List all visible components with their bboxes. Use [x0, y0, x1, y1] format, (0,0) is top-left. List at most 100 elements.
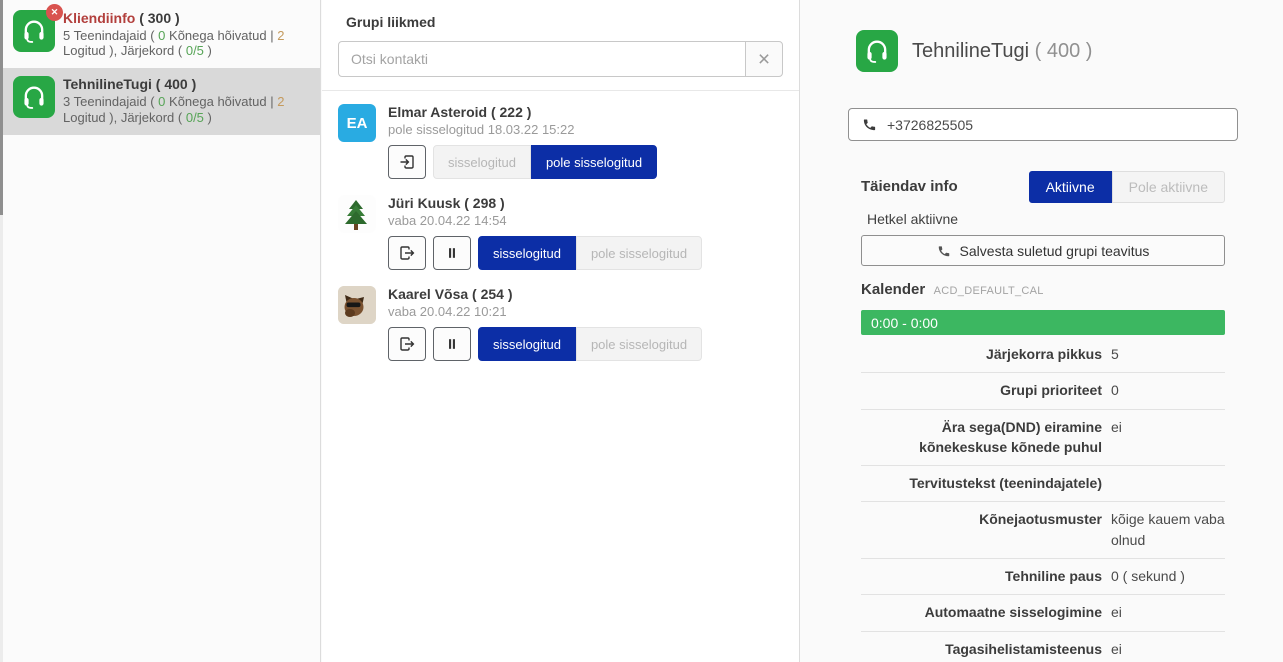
calendar-label: Kalender — [861, 281, 926, 298]
member-row-elmar: EA Elmar Asteroid ( 222 ) pole sisselogi… — [322, 91, 799, 182]
member-name: Elmar Asteroid ( 222 ) — [388, 104, 532, 120]
additional-info-label: Täiendav info — [861, 178, 958, 195]
inactive-button[interactable]: Pole aktiivne — [1111, 171, 1225, 203]
login-state-group: sisselogitud pole sisselogitud — [433, 145, 658, 179]
queue-phone-field[interactable]: +3726825505 — [848, 108, 1238, 141]
member-actions: sisselogitud pole sisselogitud — [388, 327, 703, 361]
queue-fill: 0/5 — [185, 109, 204, 125]
logged-in-button[interactable]: sisselogitud — [478, 327, 576, 361]
queue-number: ( 300 ) — [135, 10, 180, 26]
member-status: vaba 20.04.22 14:54 — [388, 213, 507, 228]
active-button[interactable]: Aktiivne — [1028, 171, 1112, 203]
queue-stats: 5 Teenindajaid ( 0 Kõnega hõivatud | 2 L… — [63, 27, 289, 59]
calendar-slot-time: 0:00 - 0:00 — [871, 314, 938, 331]
sign-out-icon — [400, 337, 415, 351]
save-closed-group-notice-button[interactable]: Salvesta suletud grupi teavitus — [861, 235, 1225, 266]
queue-error-badge-icon: ✕ — [46, 4, 63, 21]
avatar: EA — [338, 104, 376, 142]
queue-details-panel: TehnilineTugi ( 400 ) +3726825505 Täiend… — [801, 0, 1283, 662]
avatar — [338, 286, 376, 324]
avatar — [338, 195, 376, 233]
queue-item-text: Kliendiinfo ( 300 ) 5 Teenindajaid ( 0 K… — [63, 10, 316, 59]
logged-in-button[interactable]: sisselogitud — [478, 236, 576, 270]
member-body: Jüri Kuusk ( 298 ) vaba 20.04.22 14:54 — [388, 195, 703, 270]
busy-count: 0 — [158, 93, 166, 109]
member-body: Elmar Asteroid ( 222 ) pole sisselogitud… — [388, 104, 658, 179]
member-name: Jüri Kuusk ( 298 ) — [388, 195, 505, 211]
member-actions: sisselogitud pole sisselogitud — [388, 145, 658, 179]
queue-title: TehnilineTugi ( 400 ) — [63, 76, 316, 94]
setting-row-dnd-override: Ära sega(DND) eiramine kõnekeskuse kõned… — [861, 410, 1225, 467]
calendar-slot-bar[interactable]: 0:00 - 0:00 — [861, 310, 1225, 335]
save-button-label: Salvesta suletud grupi teavitus — [959, 242, 1150, 259]
current-state-text: Hetkel aktiivne — [867, 211, 959, 227]
setting-row-call-distribution: Kõnejaotusmuster kõige kauem vaba olnud — [861, 502, 1225, 560]
queue-name: Kliendiinfo — [63, 10, 136, 26]
calendar-row: Kalender ACD_DEFAULT_CAL — [861, 281, 1225, 299]
tree-avatar-image — [338, 195, 376, 233]
setting-row-callback-service: Tagasihelistamisteenus ei — [861, 632, 1225, 662]
not-logged-in-button[interactable]: pole sisselogitud — [530, 145, 658, 179]
dog-avatar-image — [338, 286, 376, 324]
clear-search-button[interactable]: × — [745, 41, 783, 77]
not-logged-in-button[interactable]: pole sisselogitud — [575, 236, 703, 270]
setting-row-auto-login: Automaatne sisselogimine ei — [861, 595, 1225, 632]
queue-number: ( 400 ) — [1029, 39, 1093, 62]
search-input[interactable] — [338, 41, 746, 77]
contact-search-group: × — [338, 41, 783, 77]
not-logged-in-button[interactable]: pole sisselogitud — [575, 327, 703, 361]
pause-icon — [449, 248, 455, 258]
calendar-name: ACD_DEFAULT_CAL — [933, 285, 1044, 297]
member-row-jyri: Jüri Kuusk ( 298 ) vaba 20.04.22 14:54 — [322, 182, 799, 273]
logged-count: 2 — [277, 27, 285, 43]
members-panel-title: Grupi liikmed — [346, 14, 436, 30]
member-name: Kaarel Võsa ( 254 ) — [388, 286, 513, 302]
setting-row-queue-length: Järjekorra pikkus 5 — [861, 337, 1225, 374]
member-row-kaarel: Kaarel Võsa ( 254 ) vaba 20.04.22 10:21 — [322, 273, 799, 364]
left-scrollbar[interactable] — [0, 0, 3, 662]
member-actions: sisselogitud pole sisselogitud — [388, 236, 703, 270]
member-status: pole sisselogitud 18.03.22 15:22 — [388, 122, 575, 137]
queue-name: TehnilineTugi — [912, 39, 1030, 62]
queue-name: TehnilineTugi — [63, 76, 152, 93]
logged-count: 2 — [277, 93, 285, 109]
additional-info-row: Täiendav info Aktiivne Pole aktiivne — [861, 171, 1225, 203]
setting-row-technical-pause: Tehniline paus 0 ( sekund ) — [861, 559, 1225, 596]
headset-icon — [856, 30, 898, 72]
queue-number: ( 400 ) — [151, 76, 197, 93]
members-header: Grupi liikmed × — [322, 0, 799, 91]
queue-item-text: TehnilineTugi ( 400 ) 3 Teenindajaid ( 0… — [63, 76, 316, 125]
login-state-group: sisselogitud pole sisselogitud — [478, 327, 703, 361]
setting-row-greeting-text: Tervitustekst (teenindajatele) — [861, 466, 1225, 503]
login-state-group: sisselogitud pole sisselogitud — [478, 236, 703, 270]
queue-stats: 3 Teenindajaid ( 0 Kõnega hõivatud | 2 L… — [63, 93, 289, 125]
headset-icon: ✕ — [13, 4, 63, 52]
member-status: vaba 20.04.22 10:21 — [388, 304, 507, 319]
headset-icon — [13, 76, 55, 119]
queue-sidebar: ✕ Kliendiinfo ( 300 ) 5 Teenindajaid ( 0… — [0, 0, 321, 662]
sign-out-icon-button[interactable] — [388, 236, 426, 270]
pause-icon — [449, 339, 455, 349]
logged-in-button[interactable]: sisselogitud — [433, 145, 531, 179]
avatar-initials: EA — [346, 114, 368, 132]
phone-icon — [938, 245, 949, 256]
sign-out-icon-button[interactable] — [388, 327, 426, 361]
pause-icon-button[interactable] — [433, 236, 471, 270]
sidebar-item-kliendiinfo[interactable]: ✕ Kliendiinfo ( 300 ) 5 Teenindajaid ( 0… — [0, 2, 320, 68]
setting-row-group-priority: Grupi prioriteet 0 — [861, 373, 1225, 410]
active-toggle-group: Aktiivne Pole aktiivne — [1028, 171, 1225, 203]
pause-icon-button[interactable] — [433, 327, 471, 361]
details-header: TehnilineTugi ( 400 ) — [856, 30, 1238, 72]
queue-title: Kliendiinfo ( 300 ) — [63, 10, 316, 28]
sign-out-icon — [400, 246, 415, 260]
sign-in-icon-button[interactable] — [388, 145, 426, 179]
scrollbar-thumb[interactable] — [0, 0, 3, 215]
busy-count: 0 — [158, 27, 166, 43]
queue-settings-table: Järjekorra pikkus 5 Grupi prioriteet 0 Ä… — [861, 337, 1225, 662]
queue-phone-number: +3726825505 — [887, 116, 974, 133]
member-body: Kaarel Võsa ( 254 ) vaba 20.04.22 10:21 — [388, 286, 703, 361]
sign-in-icon — [400, 155, 414, 169]
details-title: TehnilineTugi ( 400 ) — [912, 40, 1092, 63]
sidebar-item-tehnilinetugi[interactable]: TehnilineTugi ( 400 ) 3 Teenindajaid ( 0… — [0, 68, 320, 135]
